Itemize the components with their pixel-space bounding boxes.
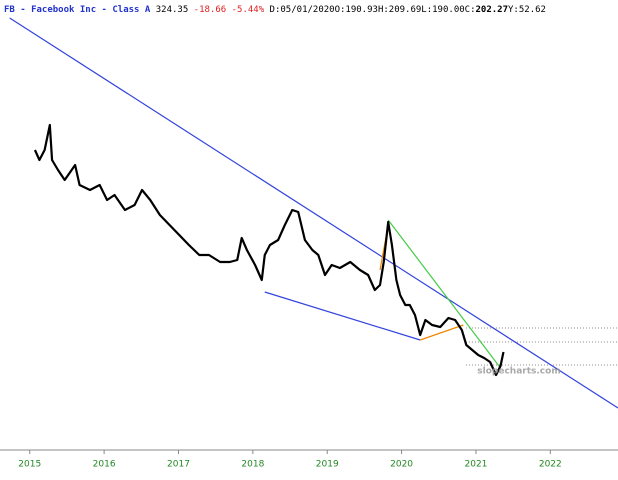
header: FB - Facebook Inc - Class A 324.35 -18.6… — [4, 5, 546, 15]
field-value: 190.93 — [345, 5, 378, 15]
change-pct: -5.44% — [232, 5, 265, 15]
field-value: 209.69 — [389, 5, 422, 15]
trend-line — [264, 291, 421, 341]
change: -18.66 — [194, 5, 227, 15]
watermark: slopecharts.com — [477, 367, 560, 377]
symbol: FB - Facebook Inc - Class A — [4, 5, 151, 15]
price-line — [33, 123, 505, 377]
field-value: 05/01/2020 — [280, 5, 334, 15]
field-label: D: — [270, 5, 281, 15]
x-tick-label: 2019 — [316, 460, 339, 470]
field-value: 190.00 — [432, 5, 465, 15]
field-value: 52.62 — [519, 5, 546, 15]
x-tick-label: 2022 — [539, 460, 562, 470]
x-tick-label: 2021 — [465, 460, 488, 470]
last: 324.35 — [156, 5, 189, 15]
x-tick-label: 2015 — [18, 460, 41, 470]
trend-line — [387, 219, 501, 369]
x-tick-label: 2016 — [93, 460, 116, 470]
trend-line — [9, 17, 618, 409]
field-label: L: — [421, 5, 432, 15]
x-tick-label: 2017 — [167, 460, 190, 470]
trend-line — [419, 324, 464, 341]
x-tick-label: 2020 — [390, 460, 413, 470]
field-label: O: — [335, 5, 346, 15]
field-label: Y: — [508, 5, 519, 15]
x-tick-label: 2018 — [241, 460, 264, 470]
field-label: C: — [465, 5, 476, 15]
field-value: 202.27 — [476, 5, 509, 15]
field-label: H: — [378, 5, 389, 15]
